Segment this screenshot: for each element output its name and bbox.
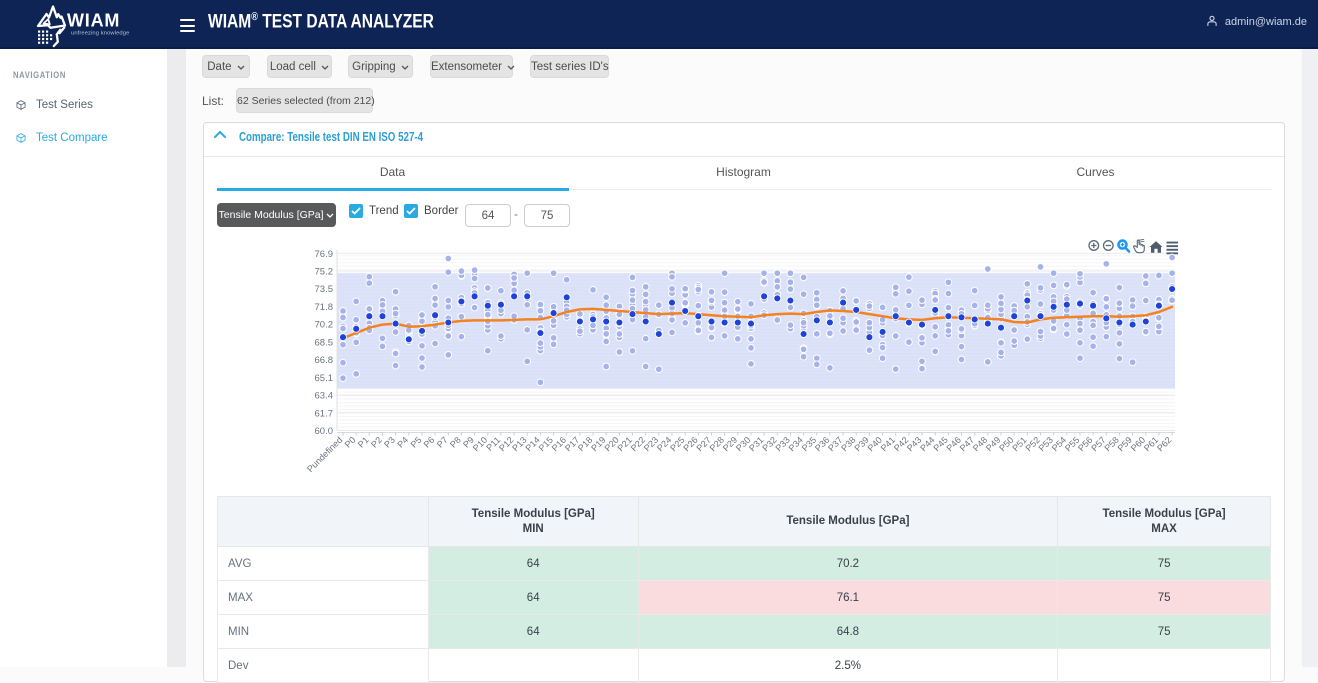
svg-text:61.7: 61.7 [315,408,334,419]
svg-text:P62: P62 [1155,435,1173,453]
svg-text:70.2: 70.2 [315,320,334,331]
svg-text:68.5: 68.5 [315,337,334,348]
svg-text:76.9: 76.9 [315,249,334,260]
svg-text:66.8: 66.8 [315,355,334,366]
svg-text:71.8: 71.8 [315,302,334,313]
svg-text:75.2: 75.2 [315,267,334,278]
svg-text:Pundefined: Pundefined [305,435,344,474]
svg-text:60.0: 60.0 [315,426,334,437]
svg-text:unfreezing knowledge: unfreezing knowledge [71,31,129,37]
svg-text:63.4: 63.4 [315,391,334,402]
svg-text:73.5: 73.5 [315,284,334,295]
svg-text:65.1: 65.1 [315,373,334,384]
svg-text:WIAM: WIAM [67,11,120,31]
